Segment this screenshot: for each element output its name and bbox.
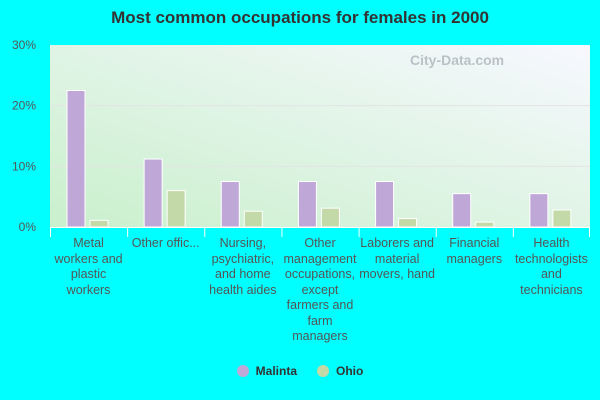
bar-malinta — [143, 158, 163, 228]
y-tick-label: 20% — [12, 99, 36, 113]
bar-malinta — [297, 181, 317, 228]
bar-ohio — [552, 209, 572, 228]
legend: Malinta Ohio — [0, 364, 600, 380]
legend-swatch — [236, 365, 249, 377]
legend-label: Malinta — [255, 364, 297, 378]
x-tick-label: Nursing, psychiatric, and home health ai… — [209, 236, 277, 297]
bar-ohio — [89, 219, 109, 228]
x-tick-label: Laborers and material movers, hand — [359, 236, 435, 281]
legend-item: Ohio — [317, 364, 363, 378]
bar-ohio — [166, 190, 186, 228]
bar-ohio — [243, 210, 263, 228]
chart-title: Most common occupations for females in 2… — [111, 8, 489, 27]
x-tick-label: Financial managers — [446, 236, 503, 266]
y-tick-label: 30% — [12, 38, 36, 52]
legend-label: Ohio — [336, 364, 364, 378]
bar-malinta — [375, 181, 395, 228]
bar-malinta — [452, 193, 472, 228]
bar-malinta — [66, 90, 86, 228]
bar-ohio — [398, 218, 418, 228]
legend-item: Malinta — [236, 364, 297, 378]
bar-ohio — [475, 221, 495, 228]
x-tick-label: Metal workers and plastic workers — [54, 236, 123, 297]
bar-malinta — [220, 181, 240, 228]
y-tick-label: 10% — [12, 159, 36, 173]
bar-ohio — [320, 207, 340, 228]
plot-area — [50, 45, 590, 227]
watermark: City-Data.com — [410, 52, 505, 68]
bar-malinta — [529, 193, 549, 228]
legend-swatch — [317, 365, 329, 377]
x-tick-label: Other management occupations, except far… — [283, 236, 357, 343]
y-tick-label: 0% — [19, 220, 37, 234]
x-tick-label: Health technologists and technicians — [514, 236, 588, 297]
x-tick-label: Other offic... — [131, 236, 200, 250]
